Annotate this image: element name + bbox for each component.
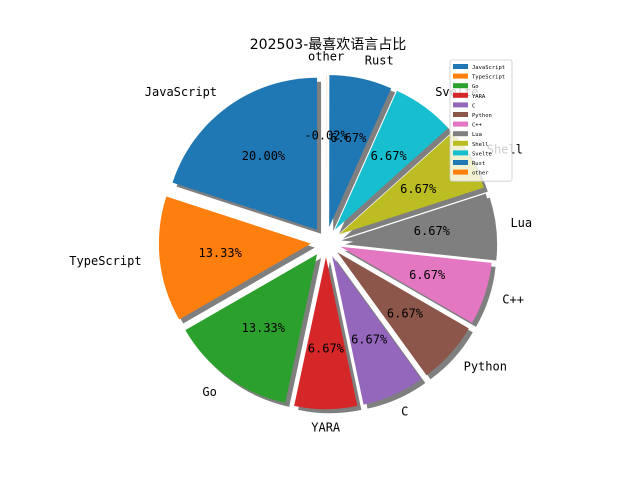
chart-legend: JavaScript TypeScript Go YARA C Python C++ Lua S… — [449, 59, 513, 182]
slice-percent-c: 6.67% — [351, 332, 388, 346]
legend-label-go: Go — [472, 84, 479, 90]
legend-label-typescript: TypeScript — [472, 75, 505, 81]
legend-label-rust: Rust — [472, 161, 485, 167]
legend-label-other: other — [472, 171, 489, 177]
slice-label-c: C — [401, 405, 408, 419]
legend-swatch-go — [453, 83, 468, 89]
slice-percent-lua: 6.67% — [414, 224, 451, 238]
legend-label-shell: Shell — [472, 142, 489, 148]
slice-label-c-: C++ — [502, 293, 524, 307]
pie-slice-go — [185, 254, 318, 403]
legend-label-c: C — [472, 103, 475, 109]
legend-swatch-lua — [453, 131, 468, 137]
legend-swatch-c- — [453, 121, 468, 127]
pie-slice-shell — [339, 132, 484, 235]
slice-label-go: Go — [202, 385, 216, 399]
chart-title: 202503-最喜欢语言占比 — [250, 37, 407, 53]
slice-percent-rust: 6.67% — [330, 131, 367, 145]
slice-percent-other: -0.02% — [304, 129, 348, 143]
legend-swatch-shell — [453, 140, 468, 146]
pie-slice-typescript — [158, 196, 311, 320]
legend-swatch-javascript — [453, 64, 468, 69]
slice-label-typescript: TypeScript — [69, 254, 141, 268]
slice-percent-svelte: 6.67% — [371, 149, 408, 163]
pie-slice-lua — [341, 193, 494, 257]
pie-slice-rust — [329, 75, 392, 228]
pie-slice-yara — [294, 257, 358, 410]
legend-label-c-: C++ — [472, 123, 483, 129]
slice-percent-shell: 6.67% — [400, 182, 437, 196]
pie-slice-c- — [340, 246, 492, 323]
slice-percent-javascript: 20.00% — [242, 149, 286, 163]
legend-swatch-yara — [453, 92, 468, 98]
legend-swatch-typescript — [453, 73, 468, 79]
slice-label-lua: Lua — [510, 216, 532, 230]
legend-label-javascript: JavaScript — [472, 65, 505, 71]
pie-slice-svelte — [334, 90, 449, 230]
legend-swatch-c — [453, 102, 468, 108]
slice-percent-c-: 6.67% — [409, 268, 446, 282]
slice-percent-go: 13.33% — [242, 321, 286, 335]
slice-percent-python: 6.67% — [387, 306, 424, 320]
legend-label-lua: Lua — [472, 132, 482, 138]
pie-slice-c — [332, 255, 422, 405]
legend-swatch-python — [453, 112, 468, 117]
pie-slice-javascript — [172, 77, 318, 230]
legend-swatch-svelte — [453, 150, 468, 156]
legend-label-python: Python — [472, 113, 492, 119]
legend-label-svelte: Svelte — [472, 151, 492, 157]
legend-swatch-other — [453, 169, 468, 175]
slice-label-python: Python — [464, 359, 507, 373]
legend-label-yara: YARA — [472, 94, 486, 100]
slice-label-other: other — [308, 50, 344, 64]
slice-percent-typescript: 13.33% — [198, 246, 242, 260]
slice-label-javascript: JavaScript — [145, 85, 217, 99]
slice-percent-yara: 6.67% — [308, 341, 345, 355]
slice-label-yara: YARA — [311, 420, 341, 434]
slice-label-rust: Rust — [365, 54, 394, 68]
legend-swatch-rust — [453, 160, 468, 165]
pie-slice-python — [337, 252, 469, 376]
